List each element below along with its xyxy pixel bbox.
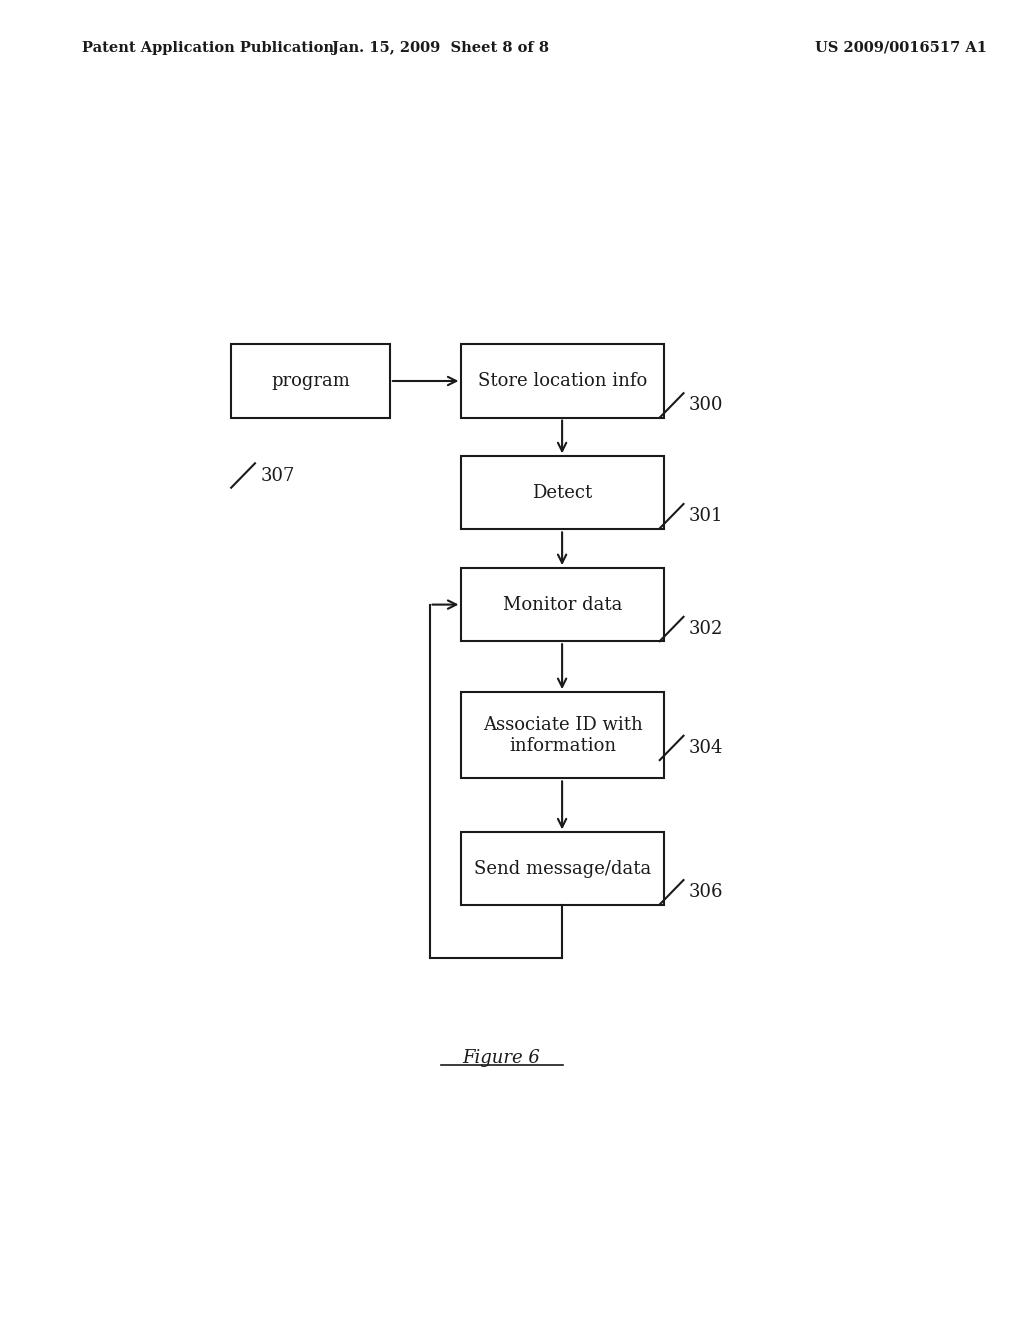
Text: US 2009/0016517 A1: US 2009/0016517 A1 bbox=[815, 41, 987, 54]
Text: program: program bbox=[271, 372, 350, 389]
FancyBboxPatch shape bbox=[461, 345, 664, 417]
Text: Jan. 15, 2009  Sheet 8 of 8: Jan. 15, 2009 Sheet 8 of 8 bbox=[332, 41, 549, 54]
Text: Patent Application Publication: Patent Application Publication bbox=[82, 41, 334, 54]
FancyBboxPatch shape bbox=[461, 692, 664, 779]
Text: Detect: Detect bbox=[532, 484, 593, 502]
FancyBboxPatch shape bbox=[231, 345, 390, 417]
Text: 301: 301 bbox=[689, 507, 724, 525]
FancyBboxPatch shape bbox=[461, 568, 664, 642]
Text: Figure 6: Figure 6 bbox=[462, 1049, 540, 1067]
Text: 306: 306 bbox=[689, 883, 724, 902]
Text: Store location info: Store location info bbox=[478, 372, 647, 389]
FancyBboxPatch shape bbox=[461, 833, 664, 906]
Text: 302: 302 bbox=[689, 620, 723, 638]
Text: Monitor data: Monitor data bbox=[503, 595, 623, 614]
Text: 307: 307 bbox=[260, 466, 295, 484]
Text: Associate ID with
information: Associate ID with information bbox=[482, 715, 642, 755]
Text: Send message/data: Send message/data bbox=[474, 859, 651, 878]
FancyBboxPatch shape bbox=[461, 457, 664, 529]
Text: 304: 304 bbox=[689, 739, 723, 756]
Text: 300: 300 bbox=[689, 396, 724, 414]
